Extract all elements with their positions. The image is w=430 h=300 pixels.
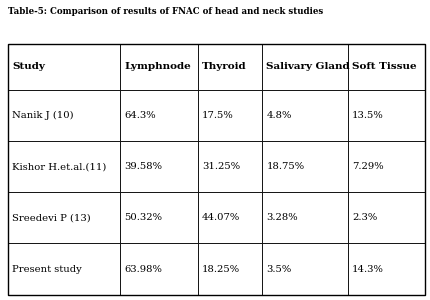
Bar	[262, 90, 348, 141]
Text: 13.5%: 13.5%	[352, 111, 384, 120]
Bar	[120, 243, 197, 295]
Bar	[120, 141, 197, 192]
Bar	[120, 90, 197, 141]
Text: 3.28%: 3.28%	[267, 213, 298, 222]
Text: Nanik J (10): Nanik J (10)	[12, 111, 74, 120]
Text: 3.5%: 3.5%	[267, 265, 292, 274]
Bar	[262, 192, 348, 243]
Text: 63.98%: 63.98%	[125, 265, 163, 274]
Bar	[8, 90, 120, 141]
Text: 50.32%: 50.32%	[125, 213, 163, 222]
Text: 2.3%: 2.3%	[352, 213, 377, 222]
Text: Lymphnode: Lymphnode	[125, 62, 191, 71]
Text: 44.07%: 44.07%	[202, 213, 240, 222]
Bar	[8, 44, 120, 90]
Text: Sreedevi P (13): Sreedevi P (13)	[12, 213, 91, 222]
Bar	[197, 44, 262, 90]
Text: Present study: Present study	[12, 265, 82, 274]
Bar	[8, 141, 120, 192]
Text: 18.75%: 18.75%	[267, 162, 304, 171]
Bar	[262, 44, 348, 90]
Text: Soft Tissue: Soft Tissue	[352, 62, 417, 71]
Text: Salivary Gland: Salivary Gland	[267, 62, 350, 71]
Bar	[262, 243, 348, 295]
Text: 64.3%: 64.3%	[125, 111, 156, 120]
Text: 7.29%: 7.29%	[352, 162, 384, 171]
Bar	[8, 44, 425, 295]
Text: Kishor H.et.al.(11): Kishor H.et.al.(11)	[12, 162, 106, 171]
Text: 17.5%: 17.5%	[202, 111, 233, 120]
Text: Thyroid: Thyroid	[202, 62, 246, 71]
Bar	[120, 192, 197, 243]
Bar	[197, 192, 262, 243]
Text: 4.8%: 4.8%	[267, 111, 292, 120]
Bar	[120, 44, 197, 90]
Bar	[197, 90, 262, 141]
Bar	[197, 141, 262, 192]
Text: Table-5: Comparison of results of FNAC of head and neck studies: Table-5: Comparison of results of FNAC o…	[8, 8, 323, 16]
Text: 14.3%: 14.3%	[352, 265, 384, 274]
Bar	[8, 192, 120, 243]
Bar	[348, 192, 425, 243]
Bar	[262, 141, 348, 192]
Bar	[197, 243, 262, 295]
Text: 31.25%: 31.25%	[202, 162, 240, 171]
Bar	[348, 243, 425, 295]
Bar	[8, 243, 120, 295]
Text: Study: Study	[12, 62, 45, 71]
Bar	[348, 141, 425, 192]
Text: 18.25%: 18.25%	[202, 265, 240, 274]
Text: 39.58%: 39.58%	[125, 162, 163, 171]
Bar	[348, 44, 425, 90]
Bar	[348, 90, 425, 141]
